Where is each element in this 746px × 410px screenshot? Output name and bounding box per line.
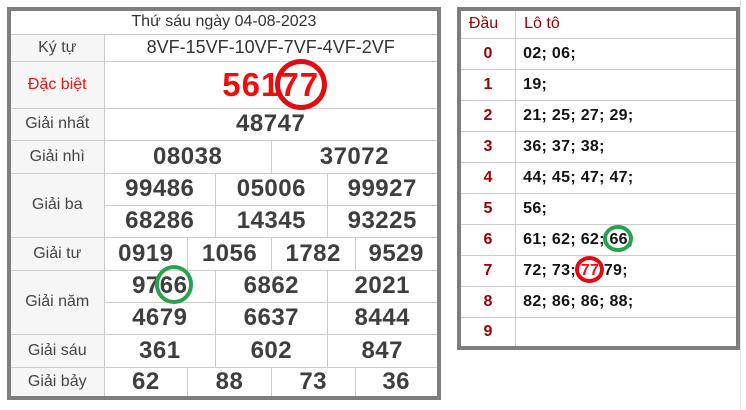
prize-cell: 99927 [326, 172, 440, 206]
dau-cell: 7 [458, 254, 517, 287]
giai-nhat-value: 48747 [103, 107, 440, 141]
prize-cell: 68286 [103, 204, 217, 238]
loto-cell: 02; 06; [515, 37, 739, 70]
ky-tu-value: 8VF-15VF-10VF-7VF-4VF-2VF [103, 33, 440, 62]
prize-cell: 88 [187, 366, 272, 398]
prize-cell: 4679 [103, 301, 217, 335]
lo-to-summary-table: Đầu Lô tô 0 02; 06; 1 19; 2 21; 25; 27; … [456, 7, 740, 350]
loto-cell: 56; [515, 192, 739, 225]
dau-cell: 5 [458, 192, 517, 225]
giai-bay-label: Giải bảy [8, 366, 105, 398]
giai-nhat-label: Giải nhất [8, 107, 105, 141]
prize-cell: 8444 [326, 301, 440, 335]
loto-text: 79; [599, 261, 628, 279]
page-column-divider [740, 0, 741, 410]
table-row: 8 82; 86; 86; 88; [458, 285, 739, 318]
prize-cell: 9766 [103, 265, 217, 304]
loto-cell: 44; 45; 47; 47; [515, 161, 739, 194]
prize-cell: 361 [103, 333, 217, 368]
ky-tu-label: Ký tự [8, 33, 105, 62]
dau-cell: 0 [458, 37, 517, 70]
dau-cell: 8 [458, 285, 517, 318]
table-row: 6 61; 62; 62; 66; [458, 223, 739, 256]
giai-nam-label: Giải năm [8, 269, 105, 335]
dau-cell: 9 [458, 316, 517, 349]
loto-cell: 36; 37; 38; [515, 130, 739, 163]
dau-cell: 2 [458, 99, 517, 132]
prize-cell: 847 [326, 333, 440, 368]
dau-cell: 4 [458, 161, 517, 194]
table-row: 1 19; [458, 68, 739, 101]
dac-biet-value: 56177 [103, 58, 440, 110]
dac-biet-label: Đặc biệt [8, 60, 105, 109]
dau-cell: 3 [458, 130, 517, 163]
prize-cell: 93225 [326, 204, 440, 238]
prize-cell: 9529 [354, 236, 440, 271]
loto-text: ; [627, 230, 634, 248]
dau-cell: 6 [458, 223, 517, 256]
loto-cell: 72; 73; 77 79; [515, 254, 739, 287]
prize-cell: 14345 [215, 204, 328, 238]
table-row: 4 44; 45; 47; 47; [458, 161, 739, 194]
prize-cell: 36 [354, 366, 440, 398]
table-row: 0 02; 06; [458, 37, 739, 70]
prize-cell: 1782 [270, 236, 356, 271]
prize-cell: 2021 [326, 269, 440, 303]
loto-cell: 82; 86; 86; 88; [515, 285, 739, 318]
table-row: 2 21; 25; 27; 29; [458, 99, 739, 132]
prize-cell: 37072 [270, 139, 440, 174]
giai-tu-label: Giải tư [8, 236, 105, 271]
table-row: 7 72; 73; 77 79; [458, 254, 739, 287]
red-circle-mark: 77 [574, 255, 605, 283]
giai-nam-prefix: 97 [132, 272, 160, 299]
table-row: 3 36; 37; 38; [458, 130, 739, 163]
lottery-results-page: Thứ sáu ngày 04-08-2023 Ký tự 8VF-15VF-1… [7, 7, 740, 400]
dac-biet-prefix: 561 [222, 65, 281, 103]
prize-cell: 99486 [103, 172, 217, 206]
prize-cell: 602 [215, 333, 328, 368]
dau-cell: 1 [458, 68, 517, 101]
giai-nhi-label: Giải nhì [8, 139, 105, 174]
date-header: Thứ sáu ngày 04-08-2023 [8, 8, 440, 35]
table-row: 9 [458, 316, 739, 349]
loto-cell: 61; 62; 62; 66; [515, 223, 739, 256]
prize-cell: 0919 [103, 236, 189, 271]
loto-text: 61; 62; 62; [523, 230, 610, 248]
loto-cell: 19; [515, 68, 739, 101]
prize-cell: 73 [270, 366, 356, 398]
prize-cell: 6637 [215, 301, 328, 335]
loto-cell [515, 316, 739, 349]
loto-text: 72; 73; [523, 261, 581, 279]
prize-cell: 6862 [215, 269, 328, 303]
giai-ba-label: Giải ba [8, 172, 105, 238]
prize-cell: 08038 [103, 139, 272, 174]
loto-cell: 21; 25; 27; 29; [515, 99, 739, 132]
loto-column-header: Lô tô [515, 8, 739, 39]
prize-cell: 62 [103, 366, 189, 398]
prize-cell: 1056 [187, 236, 272, 271]
dau-column-header: Đầu [458, 8, 517, 39]
giai-sau-label: Giải sáu [8, 333, 105, 368]
prize-cell: 05006 [215, 172, 328, 206]
lottery-results-table: Thứ sáu ngày 04-08-2023 Ký tự 8VF-15VF-1… [7, 7, 441, 400]
red-circle-mark: 77 [275, 58, 327, 110]
table-row: 5 56; [458, 192, 739, 225]
green-circle-mark: 66 [603, 224, 634, 252]
green-circle-mark: 66 [154, 265, 194, 304]
